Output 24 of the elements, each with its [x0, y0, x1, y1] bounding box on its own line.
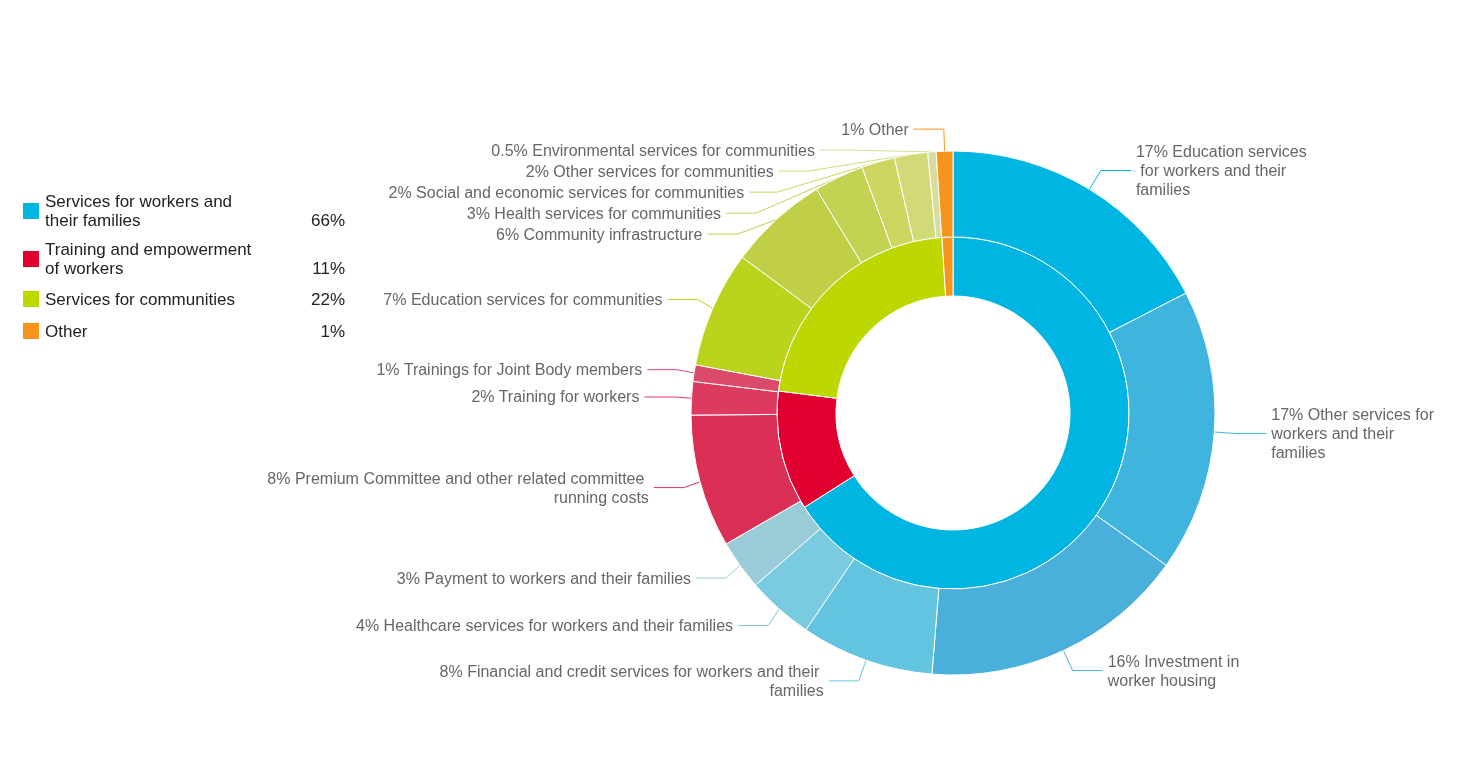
slice-label: 8% Premium Committee and other related committee running costs [267, 469, 649, 506]
data-label: 1% [320, 321, 345, 341]
data-label: 11% [312, 259, 345, 278]
slice-label: 2% Other services for communities [525, 162, 774, 180]
slice-label: 7% Education services for communities [383, 291, 663, 309]
slice-label: 1% Other [841, 120, 910, 138]
legend-label: Services for workers and their families [45, 192, 233, 230]
slice-label: 16% Investment in worker housing [1106, 652, 1244, 689]
data-label: 22% [310, 289, 345, 309]
slice-label: 8% Financial and credit services for workers and their families [439, 662, 824, 699]
legend-label: Other [45, 321, 88, 341]
legend-label: Training and empowerment of workers [45, 240, 252, 278]
slice-label: 4% Healthcare services for workers and their families [356, 617, 734, 635]
slice-label: 17% Other services for workers and their families [1270, 406, 1439, 462]
data-label: 66% [310, 211, 345, 230]
slice-label: 3% Payment to workers and their families [396, 569, 692, 587]
slice-label: 3% Health services for communities [466, 204, 722, 222]
legend-label: Services for communities [45, 289, 235, 309]
slice-label: 2% Training for workers [471, 388, 640, 406]
slice-label: 0.5% Environmental services for communities [491, 141, 815, 159]
legend-label: 17% Education services for workers and their families [1135, 143, 1307, 199]
slice-label: 1% Trainings for Joint Body members [376, 361, 643, 379]
slice-label: 2% Social and economic services for communities [388, 183, 745, 201]
slice-label: 6% Community infrastructure [495, 225, 703, 243]
